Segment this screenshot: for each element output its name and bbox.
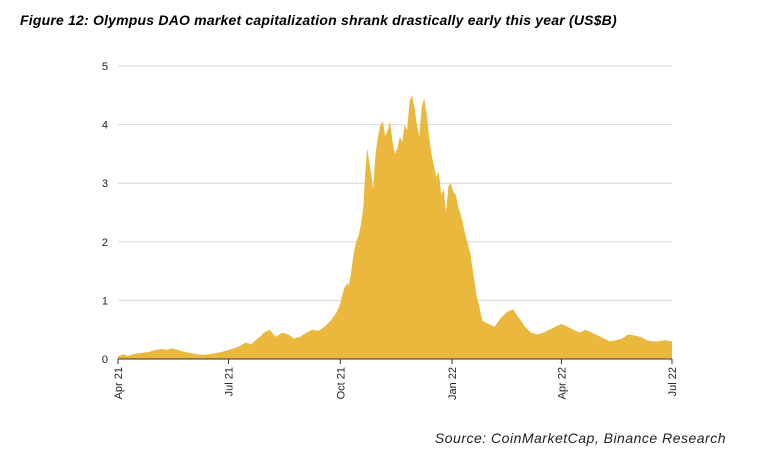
market-cap-area	[118, 95, 672, 360]
x-tick-label: Jul 21	[224, 367, 236, 396]
y-tick-label: 1	[102, 295, 108, 307]
y-tick-label: 5	[102, 61, 108, 73]
source-note: Source: CoinMarketCap, Binance Research	[434, 430, 726, 446]
area-series	[118, 95, 672, 360]
x-tick-label: Apr 21	[113, 367, 125, 399]
x-tick-label: Oct 21	[335, 367, 347, 399]
x-tick-label: Apr 22	[556, 367, 568, 399]
x-tick-label: Jul 22	[667, 367, 679, 396]
figure-title: Figure 12: Olympus DAO market capitaliza…	[20, 12, 617, 28]
x-tick-label: Jan 22	[447, 367, 459, 400]
x-axis-tick-labels: Apr 21 Jul 21 Oct 21 Jan 22 Apr 22 Jul 22	[113, 367, 679, 400]
y-axis-tick-labels: 0 1 2 3 4 5	[102, 61, 108, 366]
x-axis	[117, 358, 673, 364]
y-tick-label: 0	[102, 354, 108, 366]
y-tick-label: 4	[102, 120, 108, 132]
y-tick-label: 2	[102, 237, 108, 249]
y-tick-label: 3	[102, 178, 108, 190]
